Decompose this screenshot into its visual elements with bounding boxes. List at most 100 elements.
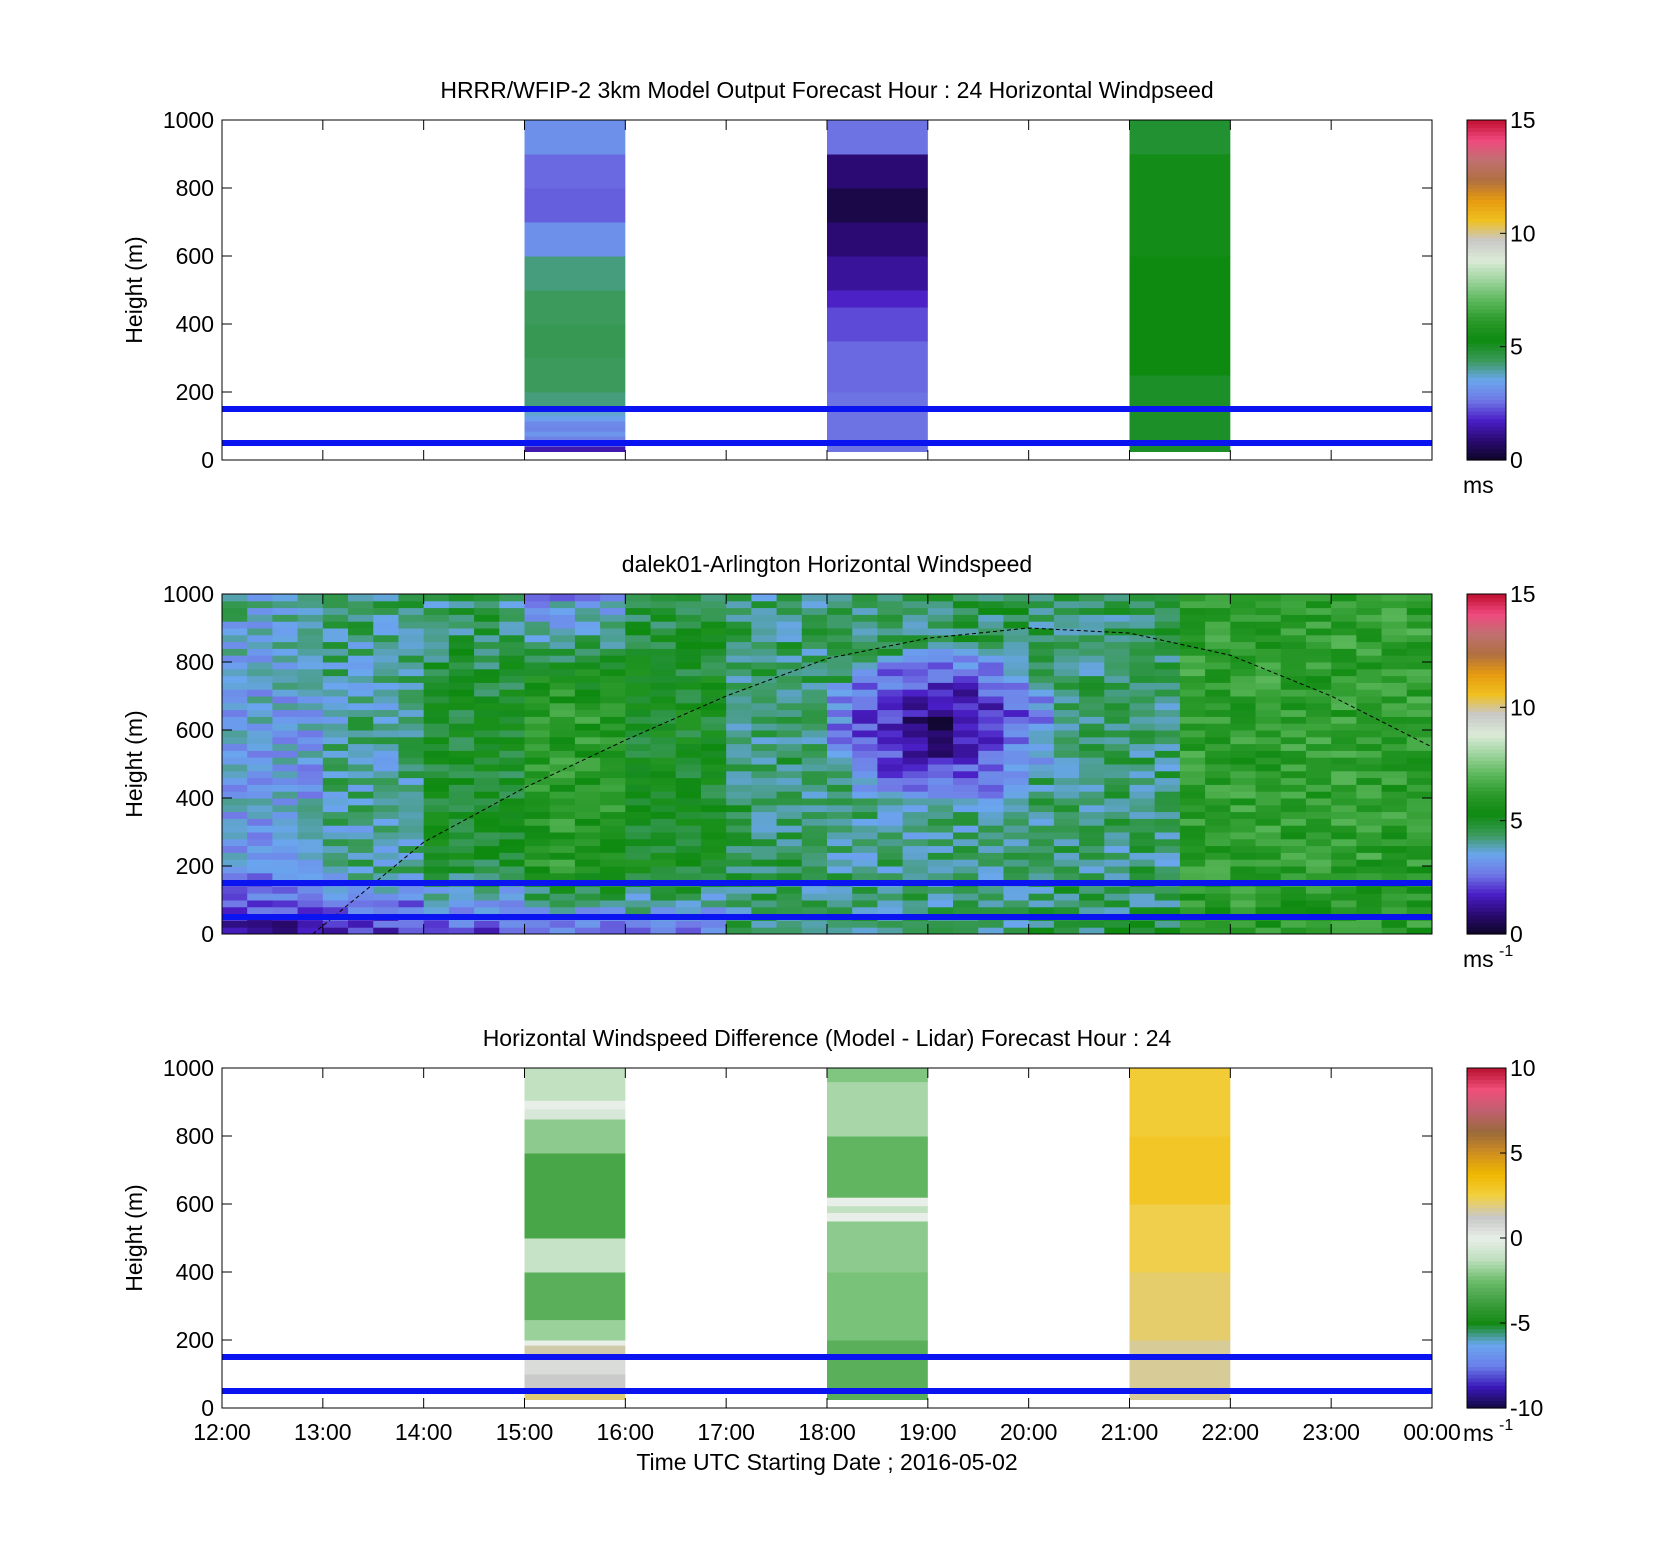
heatmap-cell — [625, 600, 652, 609]
heatmap-cell — [1255, 872, 1282, 881]
heatmap-cell — [902, 723, 929, 731]
heatmap-cell — [953, 655, 979, 663]
heatmap-cell — [650, 859, 677, 867]
heatmap-cell — [801, 641, 828, 649]
heatmap-cell — [423, 648, 450, 656]
heatmap-cell — [1028, 628, 1055, 636]
heatmap-cell — [1406, 709, 1433, 717]
heatmap-cell — [222, 920, 248, 928]
heatmap-cell — [902, 832, 929, 840]
heatmap-cell — [1280, 607, 1307, 615]
heatmap-cell — [574, 668, 601, 677]
heatmap-cell — [1028, 634, 1055, 643]
heatmap-cell — [953, 927, 979, 935]
colorbar-swatch — [1467, 214, 1506, 219]
heatmap-cell — [978, 886, 1004, 894]
heatmap-cell — [1053, 777, 1080, 785]
heatmap-cell — [1381, 798, 1408, 806]
heatmap-cell — [1406, 886, 1433, 894]
heatmap-cell — [1154, 927, 1181, 935]
heatmap-cell — [650, 743, 677, 751]
heatmap-cell — [1028, 845, 1055, 853]
heatmap-cell — [902, 852, 929, 860]
heatmap-cell — [222, 832, 248, 840]
heatmap-cell — [1205, 594, 1231, 602]
heatmap-cell — [600, 743, 626, 751]
heatmap-cell — [297, 791, 324, 799]
heatmap-cell — [1255, 927, 1282, 935]
heatmap-cell — [1255, 668, 1282, 677]
heatmap-cell — [650, 798, 677, 806]
heatmap-cell — [953, 621, 979, 629]
colorbar-swatch — [1467, 210, 1506, 216]
heatmap-cell — [1205, 628, 1231, 636]
heatmap-cell — [625, 750, 652, 758]
heatmap-cell — [448, 893, 475, 901]
heatmap-cell — [1381, 730, 1408, 738]
heatmap-cell — [726, 621, 752, 629]
heatmap-cell — [852, 811, 878, 819]
heatmap-cell — [827, 594, 853, 602]
heatmap-cell — [927, 784, 954, 792]
heatmap-cell — [1255, 757, 1282, 765]
heatmap-cell — [1406, 845, 1433, 853]
heatmap-cell — [1331, 648, 1357, 656]
heatmap-cell — [650, 641, 677, 649]
y-tick-label: 200 — [176, 853, 214, 879]
heatmap-cell — [600, 621, 626, 629]
heatmap-cell — [322, 641, 349, 649]
heatmap-cell — [448, 682, 475, 690]
heatmap-cell — [322, 784, 349, 792]
heatmap-cell — [1381, 825, 1408, 833]
heatmap-cell — [978, 648, 1004, 656]
heatmap-cell — [902, 696, 929, 704]
heatmap-cell — [902, 906, 929, 915]
heatmap-cell — [1079, 770, 1105, 779]
heatmap-cell — [373, 696, 399, 704]
y-tick-label: 400 — [176, 1259, 214, 1285]
heatmap-cell — [675, 662, 702, 670]
heatmap-cell — [297, 716, 324, 724]
heatmap-cell — [524, 777, 551, 785]
heatmap-cell — [600, 723, 626, 731]
heatmap-cell — [297, 825, 324, 833]
heatmap-cell — [524, 594, 551, 602]
heatmap-cell — [1028, 920, 1055, 928]
heatmap-cell — [297, 811, 324, 819]
heatmap-cell — [247, 750, 273, 758]
heatmap-cell — [1104, 845, 1130, 853]
colorbar-swatch — [1467, 1230, 1506, 1235]
heatmap-cell — [700, 743, 727, 751]
heatmap-cell — [1280, 594, 1307, 602]
colorbar-swatch — [1467, 369, 1506, 374]
heatmap-cell — [1356, 838, 1383, 847]
colorbar-swatch — [1467, 1313, 1506, 1318]
heatmap-cell — [852, 852, 878, 860]
heatmap-cell — [1280, 886, 1307, 894]
heatmap-cell — [1028, 709, 1055, 717]
colorbar-swatch — [1467, 903, 1506, 909]
heatmap-cell — [448, 628, 475, 636]
heatmap-cell — [877, 689, 904, 697]
heatmap-cell — [927, 818, 954, 826]
heatmap-cell — [1053, 621, 1080, 629]
heatmap-cell — [827, 634, 853, 643]
heatmap-cell — [751, 655, 778, 663]
heatmap-cell — [1129, 736, 1156, 745]
heatmap-cell — [751, 607, 778, 615]
colorbar-swatch — [1467, 771, 1506, 776]
heatmap-cell — [373, 628, 399, 636]
colorbar-swatch — [1467, 456, 1506, 461]
heatmap-cell — [1406, 730, 1433, 738]
heatmap-cell — [1381, 600, 1408, 609]
heatmap-cell — [474, 682, 500, 690]
heatmap-cell — [524, 1374, 626, 1392]
colorbar-swatch — [1467, 1154, 1506, 1160]
heatmap-cell — [1003, 920, 1030, 928]
heatmap-cell — [1381, 689, 1408, 697]
heatmap-cell — [1381, 777, 1408, 785]
heatmap-cell — [398, 689, 425, 697]
heatmap-cell — [423, 859, 450, 867]
heatmap-cell — [1305, 736, 1332, 745]
heatmap-cell — [877, 641, 904, 649]
